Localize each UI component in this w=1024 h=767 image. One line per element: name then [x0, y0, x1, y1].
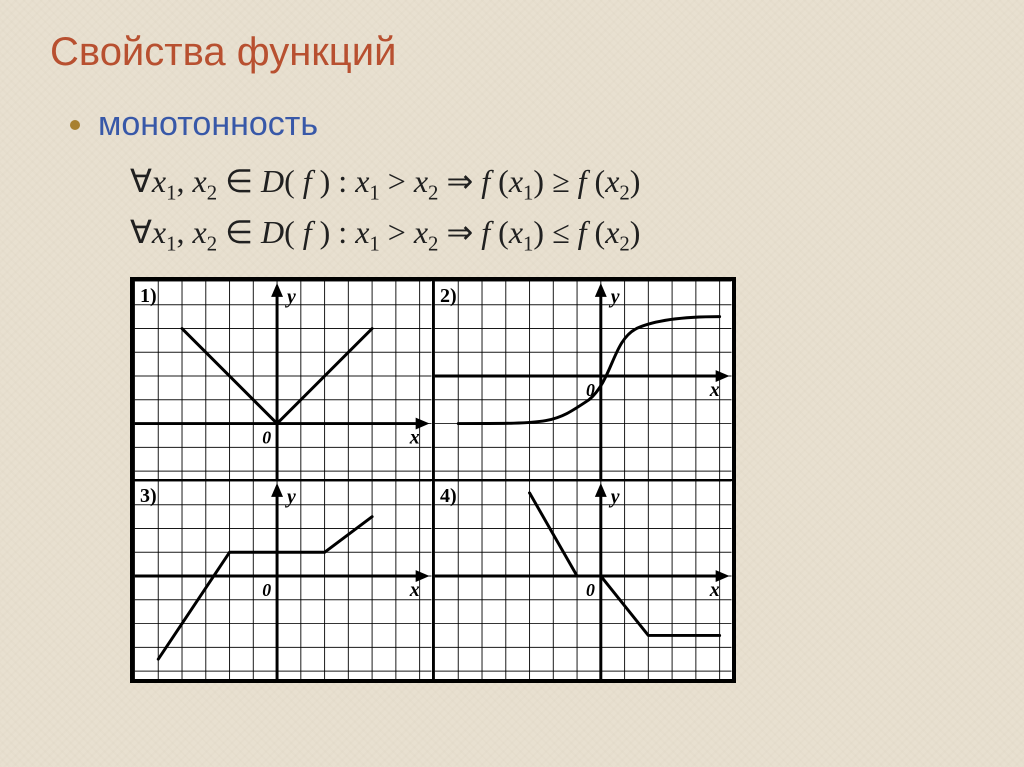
bullet-dot-icon	[70, 120, 80, 130]
slide-title: Свойства функций	[50, 30, 974, 75]
chart-svg: y x 0	[434, 481, 732, 679]
chart-panel-3: 3)yx0	[133, 480, 433, 680]
svg-text:x: x	[709, 379, 720, 401]
svg-text:x: x	[709, 579, 720, 601]
chart-panel-2: 2)yx0	[433, 280, 733, 480]
bullet-label: монотонность	[98, 105, 318, 144]
bullet-row: монотонность	[70, 105, 974, 144]
svg-text:0: 0	[262, 427, 271, 447]
chart-panel-4: 4)yx0	[433, 480, 733, 680]
chart-svg: y x 0	[134, 481, 432, 679]
svg-text:y: y	[285, 486, 296, 508]
svg-text:y: y	[285, 286, 296, 308]
chart-grid: 1)yx0 2)yx0 3)yx0 4)yx0	[130, 277, 736, 683]
svg-text:y: y	[609, 286, 620, 308]
chart-svg: yx0	[434, 281, 732, 479]
svg-text:y: y	[609, 486, 620, 508]
chart-panel-1: 1)yx0	[133, 280, 433, 480]
chart-svg: y x 0	[134, 281, 432, 479]
formula-1: ∀x1, x2 ∈ D( f ) : x1 > x2 ⇒ f (x1) ≥ f …	[130, 162, 974, 205]
svg-text:x: x	[409, 579, 420, 601]
formula-2: ∀x1, x2 ∈ D( f ) : x1 > x2 ⇒ f (x1) ≤ f …	[130, 213, 974, 256]
svg-text:x: x	[409, 426, 420, 448]
svg-text:0: 0	[586, 580, 595, 600]
svg-text:0: 0	[262, 580, 271, 600]
